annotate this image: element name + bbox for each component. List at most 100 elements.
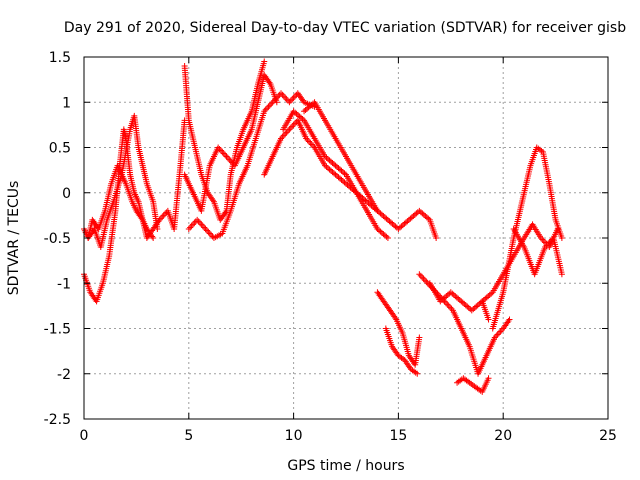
data-point [390,222,397,229]
data-point [261,58,268,65]
data-points [81,58,565,395]
data-point [408,214,415,221]
data-point [296,113,303,120]
data-point [337,175,344,182]
data-point [307,103,314,110]
data-point [405,216,412,223]
x-tick-label: 5 [184,428,193,444]
data-point [341,170,348,177]
data-point [456,297,463,304]
data-point [433,235,440,241]
data-point [404,218,411,225]
grid [84,57,608,419]
data-point [374,207,381,214]
data-point [381,232,388,239]
series-8 [280,108,391,241]
data-point [417,209,424,216]
series-3 [85,112,161,251]
data-point [485,293,492,300]
x-tick-label: 25 [599,428,617,444]
data-point [486,291,493,298]
x-tick-label: 10 [285,428,303,444]
data-point [299,116,306,123]
data-point [465,304,472,311]
data-point [154,225,161,232]
data-point [326,166,333,173]
series-17 [479,221,561,305]
x-tick-label: 0 [80,428,89,444]
data-point [308,101,315,108]
data-point [468,307,475,314]
series-11 [382,325,421,377]
data-point [558,235,565,241]
data-point [387,219,394,226]
data-point [375,227,382,234]
data-point [464,303,471,310]
y-tick-label: -1 [57,276,71,292]
data-point [302,107,309,114]
data-point [335,174,342,181]
data-point [416,207,423,214]
data-point [326,157,333,164]
data-point [298,114,305,121]
data-point [422,213,429,220]
data-point [414,370,421,377]
data-point [338,167,345,174]
data-point [310,100,317,107]
data-point [444,291,451,298]
data-point [322,162,329,169]
y-tick-label: 1.5 [49,50,71,66]
y-tick-label: -2 [57,367,71,383]
data-point [437,298,444,305]
data-point [325,156,332,163]
x-axis-label: GPS time / hours [287,458,404,474]
data-point [485,375,492,382]
data-point [334,172,341,179]
data-point [332,171,339,178]
data-point [420,211,427,218]
series-9 [301,99,440,241]
data-point [389,220,396,227]
data-point [411,211,418,218]
data-point [334,163,341,170]
data-point [384,216,391,223]
y-tick-label: 0 [62,186,71,202]
data-point [304,105,311,112]
data-point [483,294,490,301]
data-point [423,214,430,221]
data-point [473,303,480,310]
data-point [453,294,460,301]
data-point [337,166,344,173]
y-tick-label: 1 [62,95,71,111]
data-point [323,163,330,170]
data-point [295,112,302,119]
data-point [396,224,403,231]
data-point [150,235,157,241]
series-14 [454,375,492,395]
data-point [380,213,387,220]
data-point [471,304,478,311]
data-point [329,160,336,167]
data-point [395,225,402,232]
data-point [383,215,390,222]
data-point [474,302,481,309]
data-point [362,197,369,204]
data-point [365,200,372,207]
data-point [332,162,339,169]
series-7 [261,117,381,214]
data-point [338,176,345,183]
data-point [438,297,445,304]
data-point [341,179,348,186]
data-point [386,218,393,225]
data-point [325,165,332,172]
series-10 [374,289,423,368]
data-point [322,153,329,160]
data-point [384,235,391,241]
data-point [441,294,448,301]
data-point [290,108,297,115]
y-tick-label: -0.5 [44,231,71,247]
data-point [558,271,565,278]
data-point [554,225,561,232]
data-point [455,295,462,302]
